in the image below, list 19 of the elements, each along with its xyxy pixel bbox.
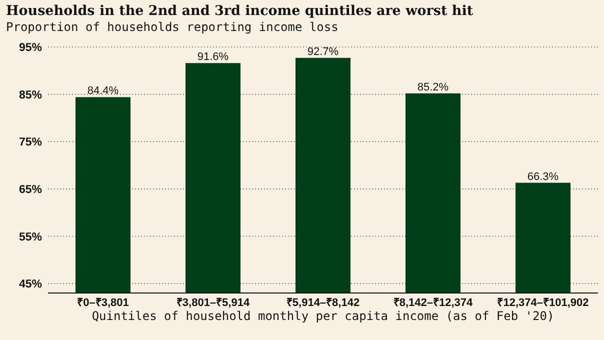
y-tick-label: 55% [18, 231, 42, 244]
data-label: 66.3% [527, 170, 559, 183]
y-tick-label: 75% [18, 136, 42, 149]
y-tick-label: 65% [18, 184, 42, 196]
data-label: 84.4% [87, 85, 119, 98]
x-tick-label: ₹5,914–₹8,142 [286, 297, 360, 309]
y-tick-label: 85% [18, 89, 42, 102]
y-tick-label: 45% [18, 278, 42, 291]
x-tick-label: ₹12,374–₹101,902 [497, 297, 589, 309]
data-label: 92.7% [307, 46, 339, 58]
y-tick-label: 95% [18, 42, 42, 54]
data-label: 85.2% [417, 81, 449, 94]
x-tick-label: ₹8,142–₹12,374 [393, 297, 474, 309]
x-tick-label: ₹0–₹3,801 [77, 297, 129, 309]
x-tick-label: ₹3,801–₹5,914 [176, 297, 250, 309]
chart-subtitle: Proportion of households reporting income loss [6, 20, 338, 34]
data-label: 91.6% [197, 51, 229, 64]
chart-title: Households in the 2nd and 3rd income quintiles are worst hit [6, 3, 474, 19]
x-axis-title: Quintiles of household monthly per capita income (as of Feb '20) [92, 309, 554, 323]
